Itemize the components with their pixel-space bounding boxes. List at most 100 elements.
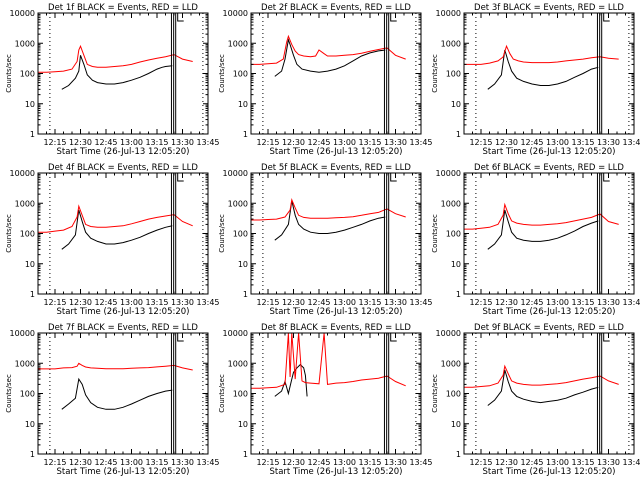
interval-bracket xyxy=(177,333,184,342)
series-line-lld xyxy=(251,34,406,65)
x-tick-label: 13:30 xyxy=(171,138,194,147)
y-tick-label: 10 xyxy=(25,100,35,109)
interval-bracket xyxy=(390,173,397,182)
series-line-events xyxy=(487,49,599,90)
x-axis-label: Start Time (26-Jul-13 12:05:20) xyxy=(57,467,190,477)
series-line-lld xyxy=(38,204,193,233)
y-axis-label: Counts/sec xyxy=(218,54,226,93)
x-tick-label: 13:30 xyxy=(171,298,194,307)
x-tick-label: 12:30 xyxy=(69,458,92,467)
y-tick-label: 10000 xyxy=(223,9,248,18)
x-tick-label: 13:15 xyxy=(358,298,381,307)
series-line-lld xyxy=(251,198,406,221)
y-tick-label: 10 xyxy=(451,100,461,109)
y-axis-label: Counts/sec xyxy=(218,214,226,253)
panel-8: 1 10 100 1000 10000 12:15 12:30 12:45 13:00 13:15… xyxy=(218,323,433,477)
y-tick-label: 10000 xyxy=(436,329,461,338)
series-line-lld xyxy=(251,332,406,389)
x-axis-label: Start Time (26-Jul-13 12:05:20) xyxy=(483,147,616,157)
x-tick-label: 13:30 xyxy=(384,298,407,307)
x-tick-label: 13:45 xyxy=(622,458,640,467)
y-axis-label: Counts/sec xyxy=(5,374,13,413)
x-tick-label: 13:45 xyxy=(409,458,432,467)
x-tick-label: 12:15 xyxy=(469,298,492,307)
x-tick-label: 12:15 xyxy=(43,138,66,147)
x-tick-label: 13:00 xyxy=(120,458,143,467)
y-tick-label: 100 xyxy=(233,70,248,79)
x-tick-label: 12:30 xyxy=(282,298,305,307)
interval-bracket xyxy=(603,333,610,342)
plot-frame xyxy=(463,172,635,295)
x-tick-label: 12:45 xyxy=(94,298,117,307)
y-tick-label: 100 xyxy=(446,390,461,399)
panel-title: Det 1f BLACK = Events, RED = LLD xyxy=(48,3,198,13)
y-tick-label: 100 xyxy=(446,230,461,239)
panel-title: Det 4f BLACK = Events, RED = LLD xyxy=(48,163,198,173)
x-tick-label: 13:30 xyxy=(171,458,194,467)
plot-frame xyxy=(463,12,635,135)
y-tick-label: 100 xyxy=(20,70,35,79)
x-tick-label: 12:30 xyxy=(69,298,92,307)
panel-title: Det 5f BLACK = Events, RED = LLD xyxy=(261,163,411,173)
y-tick-label: 100 xyxy=(233,390,248,399)
y-tick-label: 100 xyxy=(446,70,461,79)
y-tick-label: 10 xyxy=(238,420,248,429)
series-line-lld xyxy=(464,364,619,388)
y-tick-label: 1 xyxy=(243,290,248,299)
x-tick-label: 12:45 xyxy=(307,298,330,307)
x-tick-label: 13:15 xyxy=(145,298,168,307)
y-tick-label: 10 xyxy=(25,420,35,429)
plot-frame xyxy=(250,12,422,135)
x-tick-label: 13:00 xyxy=(120,298,143,307)
y-axis-label: Counts/sec xyxy=(5,214,13,253)
x-tick-label: 13:45 xyxy=(196,298,219,307)
panel-7: 1 10 100 1000 10000 12:15 12:30 12:45 13:00 13:15… xyxy=(5,323,220,477)
series-line-events xyxy=(487,209,599,250)
y-tick-label: 1 xyxy=(243,450,248,459)
x-tick-label: 13:45 xyxy=(196,138,219,147)
y-tick-label: 1000 xyxy=(228,199,248,208)
series-line-lld xyxy=(464,202,619,230)
y-tick-label: 10000 xyxy=(223,169,248,178)
y-tick-label: 10000 xyxy=(10,9,35,18)
series-line-lld xyxy=(464,44,619,65)
y-axis-label: Counts/sec xyxy=(431,54,439,93)
x-tick-label: 13:00 xyxy=(546,138,569,147)
x-tick-label: 13:00 xyxy=(546,458,569,467)
y-tick-label: 1000 xyxy=(441,359,461,368)
series-line-events xyxy=(61,209,173,250)
y-tick-label: 10000 xyxy=(436,9,461,18)
x-tick-label: 13:15 xyxy=(145,138,168,147)
y-tick-label: 10000 xyxy=(10,329,35,338)
x-tick-label: 12:15 xyxy=(256,298,279,307)
x-tick-label: 12:45 xyxy=(520,298,543,307)
x-tick-label: 13:30 xyxy=(597,458,620,467)
series-line-events xyxy=(274,37,386,77)
x-tick-label: 12:30 xyxy=(282,138,305,147)
x-axis-label: Start Time (26-Jul-13 12:05:20) xyxy=(57,147,190,157)
x-tick-label: 12:15 xyxy=(256,138,279,147)
x-tick-label: 12:30 xyxy=(495,138,518,147)
panel-6: 1 10 100 1000 10000 12:15 12:30 12:45 13:00 13:15… xyxy=(431,163,640,317)
panel-5: 1 10 100 1000 10000 12:15 12:30 12:45 13:00 13:15… xyxy=(218,163,433,317)
x-axis-label: Start Time (26-Jul-13 12:05:20) xyxy=(483,307,616,317)
interval-bracket xyxy=(177,13,184,22)
series-line-events xyxy=(274,200,386,241)
x-tick-label: 12:15 xyxy=(43,298,66,307)
y-tick-label: 1000 xyxy=(441,199,461,208)
series-line-lld xyxy=(38,44,193,73)
x-tick-label: 13:30 xyxy=(597,138,620,147)
x-tick-label: 13:45 xyxy=(622,138,640,147)
x-tick-label: 12:30 xyxy=(495,458,518,467)
y-tick-label: 1 xyxy=(30,450,35,459)
y-tick-label: 10 xyxy=(25,260,35,269)
y-tick-label: 10 xyxy=(238,260,248,269)
y-tick-label: 10 xyxy=(238,100,248,109)
x-tick-label: 12:45 xyxy=(307,458,330,467)
y-axis-label: Counts/sec xyxy=(431,214,439,253)
panel-title: Det 8f BLACK = Events, RED = LLD xyxy=(261,323,411,333)
y-tick-label: 100 xyxy=(20,390,35,399)
x-tick-label: 13:15 xyxy=(571,298,594,307)
x-tick-label: 13:00 xyxy=(333,298,356,307)
